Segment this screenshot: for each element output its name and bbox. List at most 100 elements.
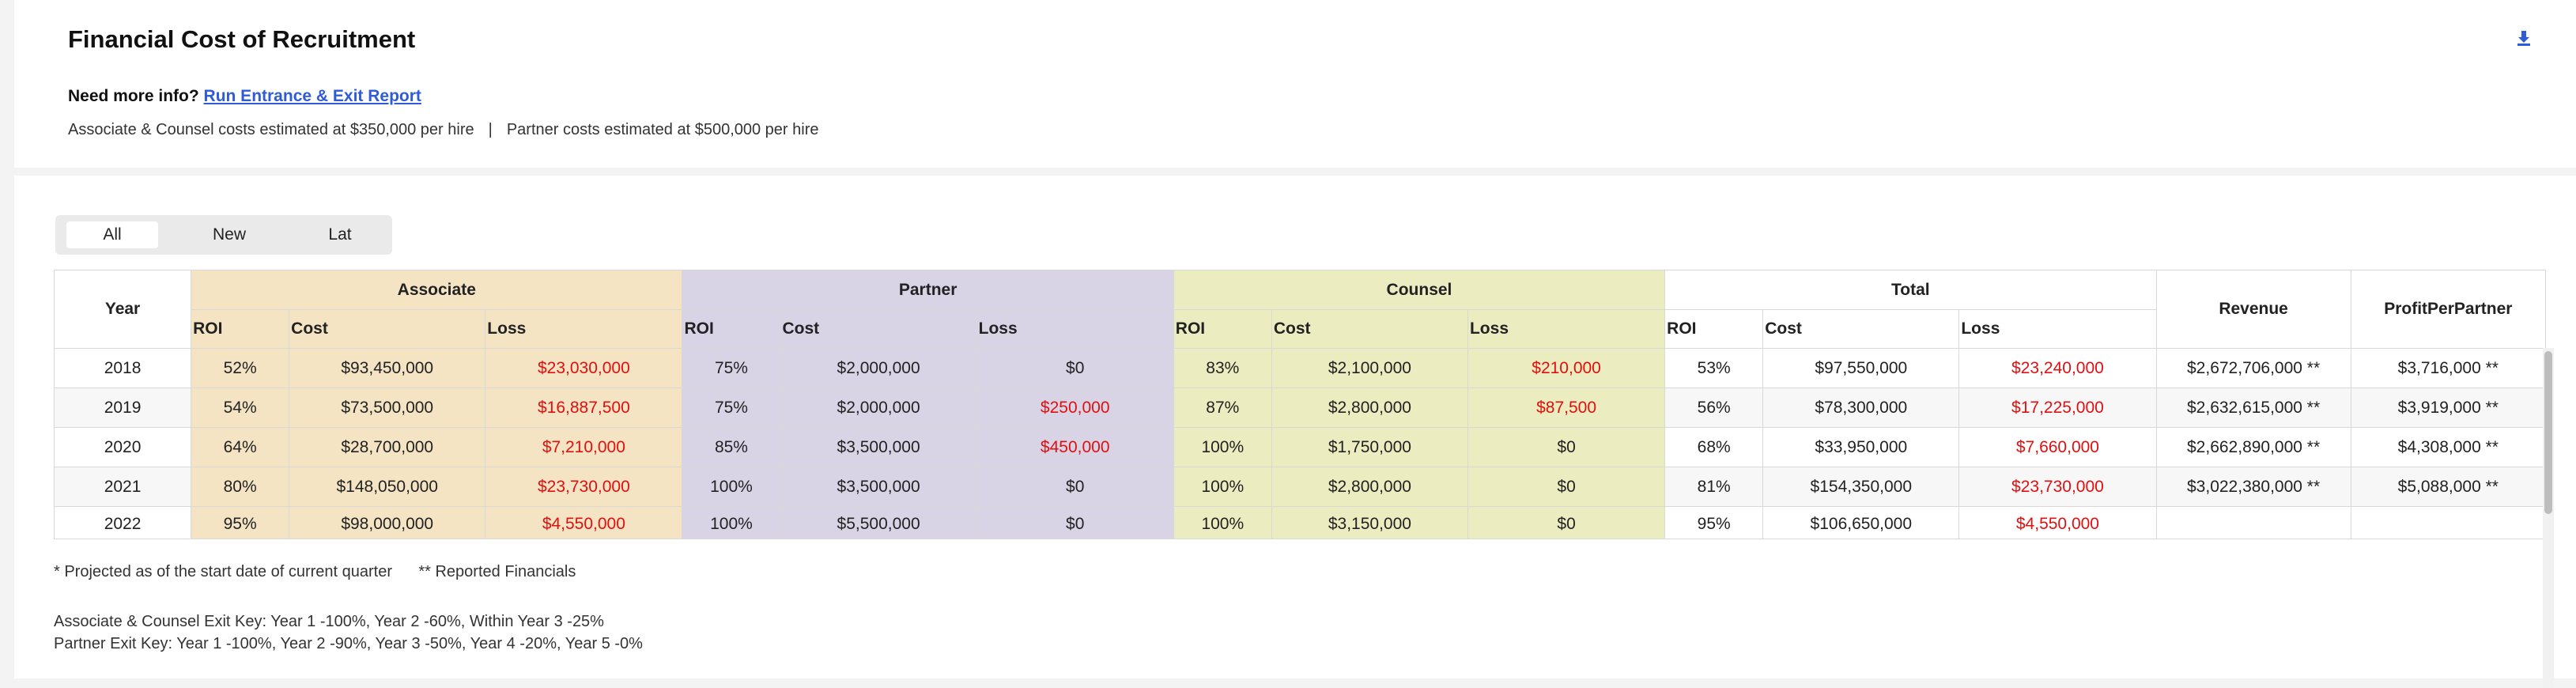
cell-p-loss: $0 [976,506,1174,539]
filter-option-all[interactable]: All [66,221,158,248]
table-row: 2021 80% $148,050,000 $23,730,000 100% $3,500… [53,467,2547,507]
cell-revenue [2155,506,2351,539]
cell-year: 2019 [53,387,192,428]
associate-header: Associate [191,270,683,310]
cell-a-cost: $73,500,000 [289,387,486,428]
recruitment-cost-table: Year Associate Partner Counsel Total Rev… [53,270,2547,539]
cell-p-loss: $0 [976,467,1174,507]
cell-t-loss: $4,550,000 [1958,506,2157,539]
cell-c-cost: $2,100,000 [1271,348,1468,388]
counsel-header: Counsel [1173,270,1666,310]
cell-p-cost: $5,500,000 [780,506,977,539]
filter-option-lat[interactable]: Lat [328,225,352,244]
total-roi-header: ROI [1664,309,1764,349]
partner-loss-header: Loss [976,309,1174,349]
associate-roi-header: ROI [191,309,290,349]
projected-note: * Projected as of the start date of curr… [54,563,393,580]
table-scroll-thumb[interactable] [2544,351,2552,514]
cell-t-cost: $154,350,000 [1762,467,1960,507]
revenue-header: Revenue [2155,270,2351,349]
cell-year: 2021 [53,467,192,507]
partner-exit-key: Partner Exit Key: Year 1 -100%, Year 2 -… [54,635,643,652]
cell-t-cost: $33,950,000 [1762,427,1960,467]
more-info-label: Need more info? [68,87,199,105]
filter-option-new[interactable]: New [212,225,246,244]
cell-p-loss: $250,000 [976,387,1174,428]
cell-c-roi: 100% [1173,427,1272,467]
year-header: Year [53,270,192,349]
cell-ppp: $4,308,000 ** [2350,427,2547,467]
cell-a-cost: $28,700,000 [289,427,486,467]
cell-a-loss: $4,550,000 [485,506,683,539]
cell-t-cost: $78,300,000 [1762,387,1960,428]
cell-p-roi: 75% [682,387,781,428]
cell-c-loss: $0 [1467,467,1666,507]
cell-c-loss: $0 [1467,506,1666,539]
cell-t-loss: $23,730,000 [1958,467,2157,507]
cell-ppp [2350,506,2547,539]
associate-cost-header: Cost [289,309,486,349]
cell-c-roi: 100% [1173,506,1272,539]
cell-c-cost: $1,750,000 [1271,427,1468,467]
cell-a-loss: $7,210,000 [485,427,683,467]
counsel-loss-header: Loss [1467,309,1666,349]
cell-p-cost: $2,000,000 [780,348,977,388]
page-title: Financial Cost of Recruitment [68,25,416,53]
cell-p-loss: $0 [976,348,1174,388]
footnote-line: * Projected as of the start date of curr… [54,563,576,581]
cell-a-loss: $23,730,000 [485,467,683,507]
cell-p-roi: 85% [682,427,781,467]
hire-type-filter: All New Lat [55,215,392,255]
table-row: 2018 52% $93,450,000 $23,030,000 75% $2,000,0… [53,348,2547,388]
associate-estimate: Associate & Counsel costs estimated at $… [68,121,474,138]
cell-revenue: $2,672,706,000 ** [2155,348,2351,388]
associate-loss-header: Loss [485,309,683,349]
cell-a-loss: $23,030,000 [485,348,683,388]
cell-a-loss: $16,887,500 [485,387,683,428]
cell-c-loss: $87,500 [1467,387,1666,428]
cost-estimates: Associate & Counsel costs estimated at $… [68,121,819,139]
cell-p-roi: 100% [682,467,781,507]
cell-ppp: $3,716,000 ** [2350,348,2547,388]
partner-header: Partner [682,270,1174,310]
cell-c-roi: 87% [1173,387,1272,428]
cell-t-loss: $23,240,000 [1958,348,2157,388]
cell-ppp: $5,088,000 ** [2350,467,2547,507]
cell-p-cost: $3,500,000 [780,467,977,507]
cell-revenue: $2,632,615,000 ** [2155,387,2351,428]
cell-t-roi: 95% [1664,506,1764,539]
entrance-exit-report-link[interactable]: Run Entrance & Exit Report [203,87,421,105]
cell-p-roi: 75% [682,348,781,388]
cell-t-cost: $106,650,000 [1762,506,1960,539]
cell-revenue: $3,022,380,000 ** [2155,467,2351,507]
cell-a-roi: 95% [191,506,290,539]
table-row: 2019 54% $73,500,000 $16,887,500 75% $2,000,0… [53,387,2547,428]
cell-t-cost: $97,550,000 [1762,348,1960,388]
cell-c-cost: $3,150,000 [1271,506,1468,539]
associate-exit-key: Associate & Counsel Exit Key: Year 1 -10… [54,613,604,630]
partner-estimate: Partner costs estimated at $500,000 per … [506,121,819,138]
counsel-roi-header: ROI [1173,309,1272,349]
cell-a-cost: $98,000,000 [289,506,486,539]
cell-a-cost: $148,050,000 [289,467,486,507]
total-loss-header: Loss [1958,309,2157,349]
estimate-separator: | [488,121,493,138]
cell-t-roi: 81% [1664,467,1764,507]
cell-c-cost: $2,800,000 [1271,387,1468,428]
cell-revenue: $2,662,890,000 ** [2155,427,2351,467]
download-icon[interactable] [2513,27,2535,49]
header-card: Financial Cost of Recruitment Need more … [14,0,2576,168]
table-row: 2020 64% $28,700,000 $7,210,000 85% $3,500,00… [53,427,2547,467]
cell-t-loss: $17,225,000 [1958,387,2157,428]
total-header: Total [1664,270,2157,310]
cell-ppp: $3,919,000 ** [2350,387,2547,428]
cell-c-loss: $0 [1467,427,1666,467]
cell-a-roi: 52% [191,348,290,388]
cell-a-roi: 64% [191,427,290,467]
cell-c-loss: $210,000 [1467,348,1666,388]
cell-year: 2022 [53,506,192,539]
cell-c-roi: 100% [1173,467,1272,507]
cell-year: 2020 [53,427,192,467]
partner-roi-header: ROI [682,309,781,349]
cell-a-cost: $93,450,000 [289,348,486,388]
